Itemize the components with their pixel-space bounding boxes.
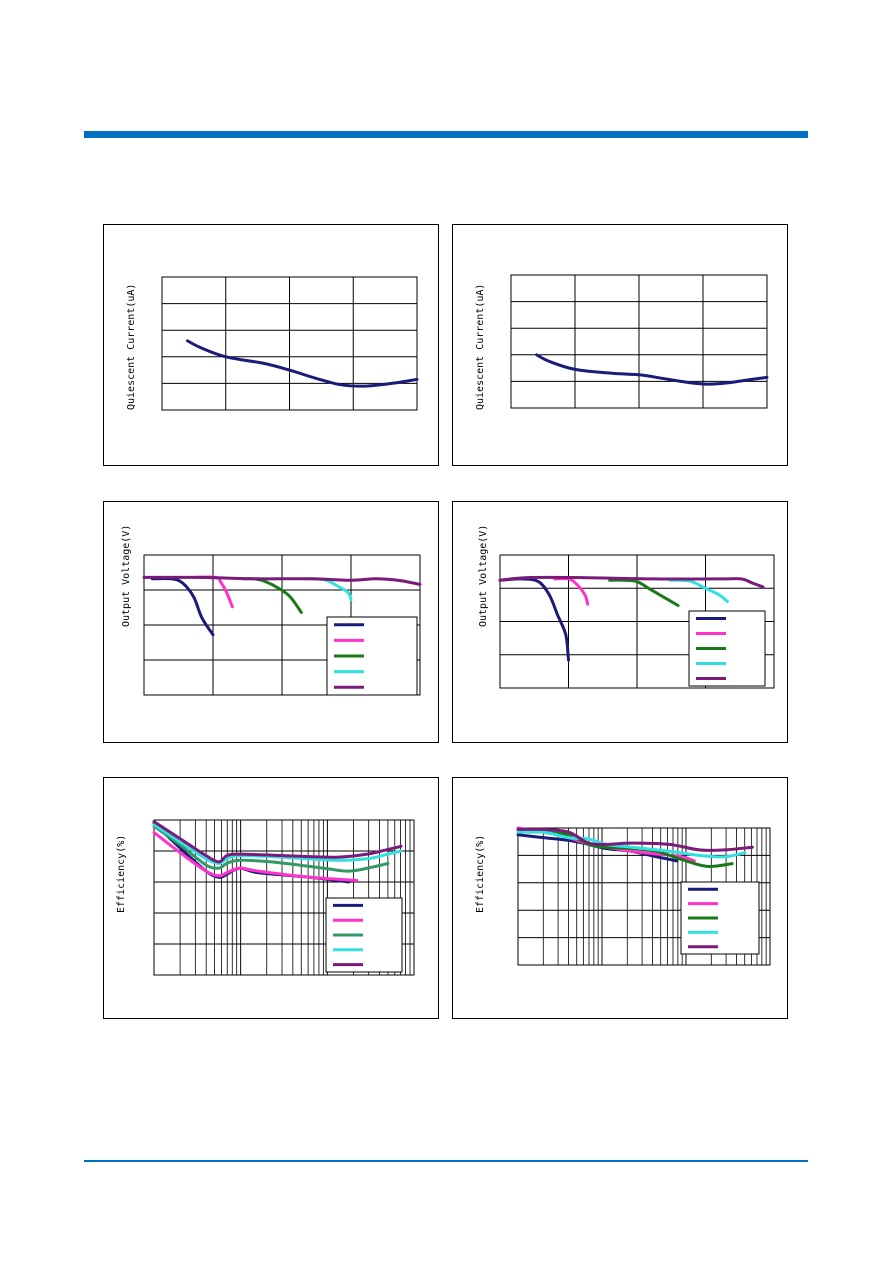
series-line-3 [152,824,390,873]
series-line-1 [535,353,769,386]
series-line-4 [516,830,747,859]
series-line-1 [150,576,215,637]
plot-area-frame [143,554,421,696]
chart-svg: Quiescent Current(uA) [126,276,419,411]
legend [325,897,403,973]
chart-panel-quiescent-current-2: Quiescent Current(uA) [452,224,788,466]
chart-svg: Output Voltage(V) [478,525,775,689]
plot-grid [162,277,417,410]
series-line-1 [516,833,679,863]
y-axis-label: Efficiency(%) [475,835,486,913]
plot-area-frame [153,819,415,976]
chart-svg: Quiescent Current(uA) [475,274,769,410]
series-line-3 [241,577,303,614]
y-axis-label: Quiescent Current(uA) [475,284,486,410]
series-line-5 [142,575,422,586]
footer-rule [84,1160,808,1162]
chart-svg: Efficiency(%) [116,819,415,976]
series-line-3 [608,578,680,607]
chart-panel-efficiency-1: Efficiency(%) [103,777,439,1019]
plot-area-frame [510,274,768,409]
series-line-1 [186,339,419,388]
legend [680,881,760,955]
series-line-2 [553,577,590,606]
series-line-5 [498,575,765,589]
series-line-5 [516,827,754,852]
chart-svg: Efficiency(%) [475,826,771,966]
plot-area-frame [161,276,418,411]
y-axis-label: Efficiency(%) [116,835,127,913]
series-line-3 [516,830,734,868]
plot-area-frame [517,827,771,966]
header-accent-bar [84,131,808,138]
plot-area-frame [499,554,775,689]
legend [688,610,766,687]
y-axis-label: Quiescent Current(uA) [126,284,137,410]
y-axis-label: Output Voltage(V) [121,525,132,627]
series-line-4 [668,578,729,603]
series-line-4 [302,577,353,602]
y-axis-label: Output Voltage(V) [478,525,489,627]
chart-panel-output-voltage-2: Output Voltage(V) [452,501,788,743]
series-line-5 [152,820,403,864]
series-line-1 [152,821,351,884]
plot-grid [511,275,767,408]
chart-panel-quiescent-current-1: Quiescent Current(uA) [103,224,439,466]
chart-svg: Output Voltage(V) [121,525,422,696]
chart-panel-efficiency-2: Efficiency(%) [452,777,788,1019]
series-line-2 [152,830,359,882]
chart-panel-output-voltage-1: Output Voltage(V) [103,501,439,743]
series-line-1 [498,577,570,662]
legend [326,616,418,696]
